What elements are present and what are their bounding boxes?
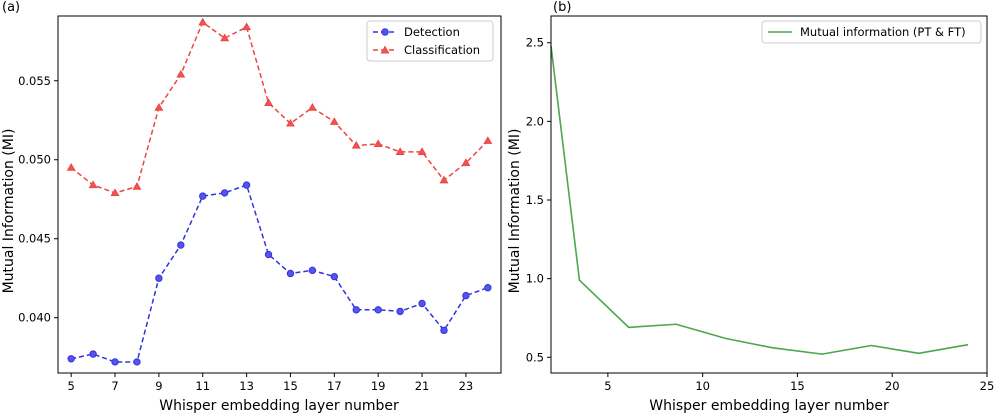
panel-a-series-0-point <box>374 306 382 314</box>
panel-a-legend: Detection Classification <box>366 20 494 62</box>
panel-a-y-tick-label: 0.055 <box>18 74 51 88</box>
panel-a-series-1-line <box>70 21 489 194</box>
panel-a-label: (a) <box>2 0 20 15</box>
panel-a-y-tick-label: 0.050 <box>18 153 51 167</box>
legend-mi-label: Mutual information (PT & FT) <box>800 25 966 39</box>
panel-b-y-tick-label: 1.5 <box>526 193 544 207</box>
panel-a-x-tick-label: 5 <box>67 379 74 393</box>
panel-a-series-0-point <box>330 272 339 281</box>
panel-a-series-0-point <box>484 283 492 292</box>
panel-b-series-0-line <box>550 45 969 355</box>
panel-a-series-0-point <box>133 358 141 366</box>
panel-a-series-1-point <box>220 33 230 42</box>
panel-a-plot-area: 5 7 9 11 13 15 17 19 21 23 0.040 0.045 0.050 0.055 <box>18 15 502 393</box>
panel-a-y-tick-label: 0.045 <box>18 232 51 246</box>
panel-a-x-tick-label: 21 <box>415 379 430 393</box>
panel-a-x-tick-label: 19 <box>371 379 386 393</box>
panel-b-y-axis-label: Mutual Information (MI) <box>507 129 523 294</box>
panel-b-x-tick-label: 10 <box>695 379 710 393</box>
panel-b-legend-frame <box>761 20 982 44</box>
panel-a-series-0-point <box>89 350 97 358</box>
panel-a-series-1-point <box>154 103 164 111</box>
panel-a-x-tick-label: 7 <box>111 379 118 393</box>
panel-b: (b) 5 10 15 20 25 0.5 1.0 1.5 2.0 2.5 Whisper emb… <box>507 0 994 413</box>
panel-a-series-0-point <box>155 274 163 282</box>
panel-a-x-tick-label: 23 <box>459 379 474 393</box>
panel-a-series-1-point <box>307 103 317 111</box>
panel-a-series-1-point <box>242 22 252 31</box>
panel-a-x-axis-label: Whisper embedding layer number <box>159 398 399 413</box>
panel-a-series-1-point <box>132 182 142 190</box>
panel-b-label: (b) <box>553 0 571 15</box>
panel-a-series-0-point <box>264 250 273 259</box>
legend-classification-marker <box>380 45 390 54</box>
panel-a-x-tick-label: 15 <box>283 379 298 393</box>
panel-a-series-1-point <box>198 17 208 26</box>
panel-a-x-tick-label: 11 <box>195 379 210 393</box>
panel-a-series-1-point <box>66 163 76 171</box>
panel-a-series-1-point <box>461 158 471 167</box>
panel-a-series-0-point <box>352 306 360 314</box>
legend-detection-marker <box>381 28 389 36</box>
panel-a-series-0-point <box>220 189 229 197</box>
panel-a-series-0-point <box>242 181 251 189</box>
panel-b-x-axis-label: Whisper embedding layer number <box>649 398 889 413</box>
panel-b-y-tick-label: 1.0 <box>526 272 544 286</box>
panel-a: (a) 5 7 9 11 13 15 17 19 21 23 0.040 0.045 0.050 0.05… <box>1 0 502 413</box>
panel-b-x-tick-label: 25 <box>980 379 995 393</box>
panel-b-axes-frame <box>550 15 988 374</box>
legend-detection-label: Detection <box>404 25 460 39</box>
panel-a-series-0-point <box>308 266 317 275</box>
panel-a-series-0-point <box>67 355 75 363</box>
panel-a-series-0-point <box>418 299 426 308</box>
panel-b-legend: Mutual information (PT & FT) <box>761 20 982 44</box>
panel-b-plot-area: 5 10 15 20 25 0.5 1.0 1.5 2.0 2.5 <box>526 15 995 393</box>
panel-a-series-1-point <box>417 147 427 155</box>
panel-a-series-1-point <box>351 140 361 149</box>
panel-a-series-0-point <box>462 291 470 300</box>
panel-a-series-1-point <box>373 139 383 148</box>
panel-a-series-0-point <box>396 307 404 316</box>
panel-a-series-1-point <box>110 188 120 197</box>
panel-a-series-0-point <box>177 241 185 249</box>
panel-a-series-1-point <box>176 69 186 78</box>
panel-a-series-0-point <box>286 269 295 278</box>
panel-b-x-tick-label: 20 <box>885 379 900 393</box>
panel-a-series-0-point <box>111 358 119 366</box>
panel-b-y-tick-label: 2.5 <box>526 36 544 50</box>
panel-a-x-tick-label: 9 <box>155 379 162 393</box>
panel-a-legend-frame <box>366 20 494 62</box>
panel-b-x-tick-label: 15 <box>790 379 805 393</box>
panel-a-x-tick-label: 13 <box>239 379 254 393</box>
panel-a-series-0-point <box>440 326 448 335</box>
panel-a-axes-frame <box>57 15 502 374</box>
panel-a-x-tick-label: 17 <box>327 379 342 393</box>
panel-b-y-tick-label: 2.0 <box>526 114 544 128</box>
panel-a-series-0-line <box>71 184 489 363</box>
panel-a-series-1-point <box>285 118 295 127</box>
panel-a-series-1-point <box>395 147 405 155</box>
panel-a-series-0-point <box>199 192 207 200</box>
panel-a-y-axis-label: Mutual Information (MI) <box>1 129 17 294</box>
panel-a-series-1-point <box>264 98 274 106</box>
panel-a-series-1-point <box>439 175 449 184</box>
panel-b-y-tick-label: 0.5 <box>526 350 544 364</box>
panel-a-series-1-point <box>88 180 98 189</box>
panel-a-series-1-point <box>329 117 339 125</box>
legend-classification-label: Classification <box>404 43 480 57</box>
panel-b-x-tick-label: 5 <box>604 379 611 393</box>
panel-a-y-tick-label: 0.040 <box>18 311 51 325</box>
panel-a-series-1-point <box>483 136 493 144</box>
